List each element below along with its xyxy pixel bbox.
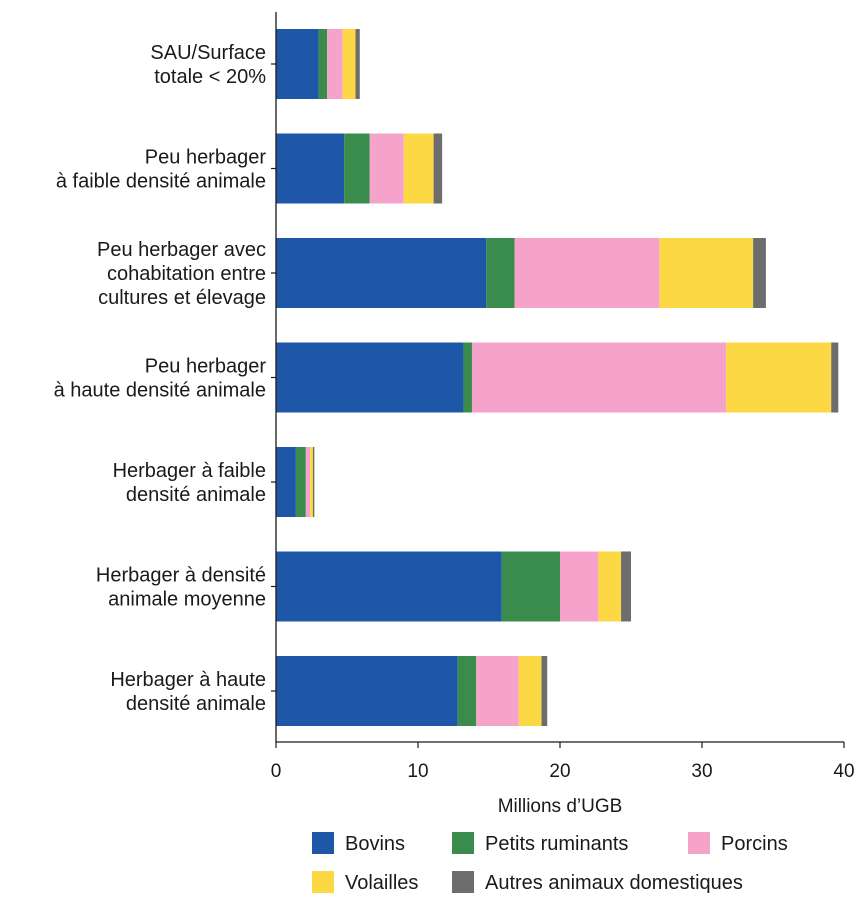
bar-segment-3-3	[514, 238, 660, 308]
category-label-2-line-1: Peu herbager	[145, 147, 267, 169]
legend-label-3: Porcins	[721, 833, 788, 855]
category-label-6-line-2: animale moyenne	[108, 589, 266, 611]
legend-label-5: Autres animaux domestiques	[485, 872, 743, 894]
category-label-1-line-1: SAU/Surface	[150, 42, 266, 64]
bar-segment-2-1	[276, 133, 345, 204]
category-label-7-line-1: Herbager à haute	[110, 669, 266, 691]
x-tick-label-3: 20	[549, 761, 570, 782]
category-label-5-line-2: densité animale	[126, 484, 266, 506]
legend-swatch-2	[452, 832, 474, 854]
category-label-3-line-2: cohabitation entre	[107, 263, 266, 285]
bar-segment-5-1	[276, 447, 296, 517]
category-label-4-line-1: Peu herbager	[145, 356, 267, 378]
bar-segment-4-3	[471, 342, 727, 413]
bar-segment-6-4	[598, 551, 622, 622]
x-axis-title: Millions d’UGB	[498, 796, 623, 817]
x-tick-label-1: 0	[271, 761, 282, 782]
legend-label-1: Bovins	[345, 833, 405, 855]
x-tick-labels: 0 10 20 30 40	[271, 761, 855, 782]
bar-segment-2-3	[369, 133, 404, 204]
category-label-4-line-2: à haute densité animale	[54, 380, 266, 402]
bar-segment-7-2	[457, 656, 477, 726]
bar-segment-7-5	[541, 656, 548, 726]
category-label-1-line-2: totale < 20%	[154, 66, 266, 88]
category-label-5-line-1: Herbager à faible	[113, 460, 266, 482]
bar-segment-1-2	[318, 29, 328, 99]
bar-segment-5-5	[312, 447, 315, 517]
bar-segment-3-4	[659, 238, 754, 308]
bar-segment-2-4	[403, 133, 434, 204]
bar-segment-5-4	[310, 447, 313, 517]
bar-segment-5-2	[295, 447, 306, 517]
legend-swatch-3	[688, 832, 710, 854]
x-tick-label-2: 10	[407, 761, 428, 782]
category-label-2-line-2: à faible densité animale	[56, 171, 266, 193]
bar-segment-6-2	[501, 551, 560, 622]
x-tick-label-5: 40	[833, 761, 854, 782]
bar-segment-1-4	[342, 29, 356, 99]
x-tick-label-4: 30	[691, 761, 712, 782]
legend-swatch-1	[312, 832, 334, 854]
bar-segment-7-4	[518, 656, 542, 726]
category-label-6-line-1: Herbager à densité	[96, 565, 266, 587]
axes-group	[271, 12, 845, 748]
bar-segment-6-3	[560, 551, 599, 622]
bar-segment-2-5	[433, 133, 443, 204]
category-label-3-line-3: cultures et élevage	[98, 287, 266, 309]
bar-segment-4-4	[726, 342, 832, 413]
bar-segment-1-3	[327, 29, 343, 99]
bar-segment-3-2	[486, 238, 515, 308]
bar-segment-4-1	[276, 342, 464, 413]
bar-segment-3-5	[753, 238, 766, 308]
bar-segment-1-1	[276, 29, 319, 99]
legend-label-4: Volailles	[345, 872, 418, 894]
bar-segment-4-2	[463, 342, 472, 413]
bars-group	[276, 29, 839, 726]
legend-swatch-5	[452, 871, 474, 893]
bar-segment-4-5	[831, 342, 839, 413]
legend-label-2: Petits ruminants	[485, 833, 628, 855]
legend-swatch-4	[312, 871, 334, 893]
category-label-3-line-1: Peu herbager avec	[97, 239, 266, 261]
bar-segment-1-5	[355, 29, 360, 99]
bar-segment-7-3	[476, 656, 519, 726]
bar-segment-7-1	[276, 656, 458, 726]
legend: Bovins Petits ruminants Porcins Volailles Au…	[312, 832, 788, 894]
bar-segment-6-1	[276, 551, 502, 622]
bar-segment-2-2	[344, 133, 370, 204]
bar-segment-3-1	[276, 238, 487, 308]
bar-segment-6-5	[621, 551, 631, 622]
category-label-7-line-2: densité animale	[126, 693, 266, 715]
bar-segment-5-3	[305, 447, 311, 517]
